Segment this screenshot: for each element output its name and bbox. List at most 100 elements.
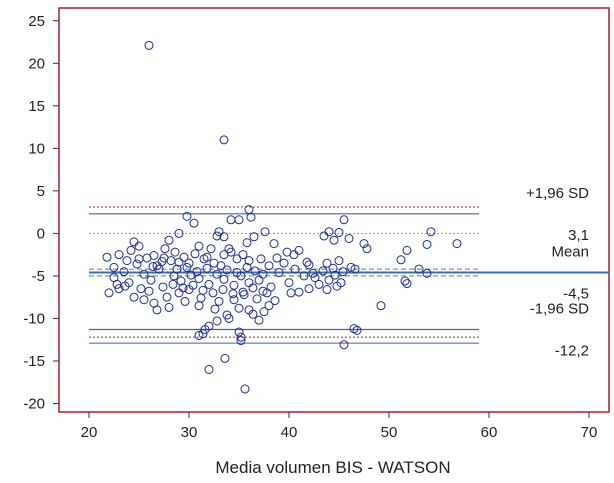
data-point xyxy=(299,271,309,281)
y-tick-label: -20 xyxy=(23,395,45,412)
y-tick-label: 0 xyxy=(37,225,45,242)
data-point xyxy=(324,227,334,237)
data-point xyxy=(218,285,228,295)
data-point xyxy=(396,255,406,265)
data-point xyxy=(272,253,282,263)
reference-line-name: Mean xyxy=(551,244,589,261)
data-point xyxy=(259,307,269,317)
data-point xyxy=(104,288,114,298)
data-point xyxy=(102,252,112,262)
data-point xyxy=(350,264,360,274)
y-tick-label: -5 xyxy=(32,268,45,285)
data-point xyxy=(246,212,256,222)
data-point xyxy=(254,315,264,325)
data-point xyxy=(226,247,236,257)
data-point xyxy=(400,276,410,286)
data-point xyxy=(286,288,296,298)
data-point xyxy=(304,260,314,270)
data-point xyxy=(290,264,300,274)
data-point xyxy=(139,269,149,279)
data-point xyxy=(212,316,222,326)
data-point xyxy=(224,313,234,323)
data-point xyxy=(260,227,270,237)
data-point xyxy=(180,296,190,306)
data-point xyxy=(422,268,432,278)
data-point xyxy=(212,231,222,241)
data-point xyxy=(270,296,280,306)
data-point xyxy=(302,257,312,267)
data-point xyxy=(189,218,199,228)
data-point xyxy=(176,276,186,286)
data-point xyxy=(279,258,289,268)
data-point xyxy=(426,227,436,237)
data-point xyxy=(254,275,264,285)
data-point xyxy=(114,284,124,294)
data-point xyxy=(234,327,244,337)
data-point xyxy=(160,244,170,254)
data-point xyxy=(170,247,180,257)
data-point xyxy=(210,304,220,314)
y-tick-label: 15 xyxy=(28,98,45,115)
data-point xyxy=(146,275,156,285)
data-point xyxy=(114,250,124,260)
data-point xyxy=(256,254,266,264)
data-point xyxy=(332,281,342,291)
data-point xyxy=(134,254,144,264)
data-point xyxy=(264,301,274,311)
data-point xyxy=(142,253,152,263)
y-tick-label: 10 xyxy=(28,140,45,157)
data-point xyxy=(234,303,244,313)
y-tick-label: -15 xyxy=(23,353,45,370)
x-axis: 20 30 40 50 60 70 xyxy=(81,412,598,441)
data-point xyxy=(269,239,279,249)
data-point xyxy=(414,264,424,274)
data-point xyxy=(362,244,372,254)
data-point xyxy=(144,286,154,296)
data-point xyxy=(349,324,359,334)
data-point xyxy=(264,261,274,271)
data-point xyxy=(219,274,229,284)
x-tick-label: 70 xyxy=(581,424,598,441)
data-point xyxy=(344,233,354,243)
reference-line-name: +1,96 SD xyxy=(526,185,589,202)
data-point xyxy=(352,325,362,335)
data-point xyxy=(229,295,239,305)
data-point xyxy=(236,332,246,342)
data-point xyxy=(376,301,386,311)
data-point xyxy=(249,232,259,242)
data-point xyxy=(359,239,369,249)
x-tick-label: 20 xyxy=(81,424,98,441)
data-point xyxy=(194,301,204,311)
reference-lines xyxy=(89,206,609,344)
reference-line-value: -12,2 xyxy=(555,342,589,359)
data-point xyxy=(294,287,304,297)
data-point xyxy=(174,228,184,238)
data-point xyxy=(322,258,332,268)
data-point xyxy=(136,284,146,294)
data-point xyxy=(219,232,229,242)
data-point xyxy=(422,239,432,249)
data-point xyxy=(334,228,344,238)
data-point xyxy=(194,273,204,283)
y-tick-label: 20 xyxy=(28,55,45,72)
data-point xyxy=(139,295,149,305)
data-point xyxy=(258,286,268,296)
data-point xyxy=(236,336,246,346)
data-point xyxy=(179,252,189,262)
data-point xyxy=(319,231,329,241)
data-point xyxy=(174,288,184,298)
data-points xyxy=(102,40,462,394)
data-point xyxy=(232,268,242,278)
data-point xyxy=(129,292,139,302)
data-point xyxy=(238,250,248,260)
data-point xyxy=(134,241,144,251)
data-point xyxy=(200,324,210,334)
data-point xyxy=(168,279,178,289)
data-point xyxy=(122,256,132,266)
data-point xyxy=(339,215,349,225)
data-point xyxy=(310,273,320,283)
data-point xyxy=(204,364,214,374)
data-point xyxy=(184,258,194,268)
y-tick-label: 5 xyxy=(37,183,45,200)
y-tick-label: 25 xyxy=(28,13,45,30)
